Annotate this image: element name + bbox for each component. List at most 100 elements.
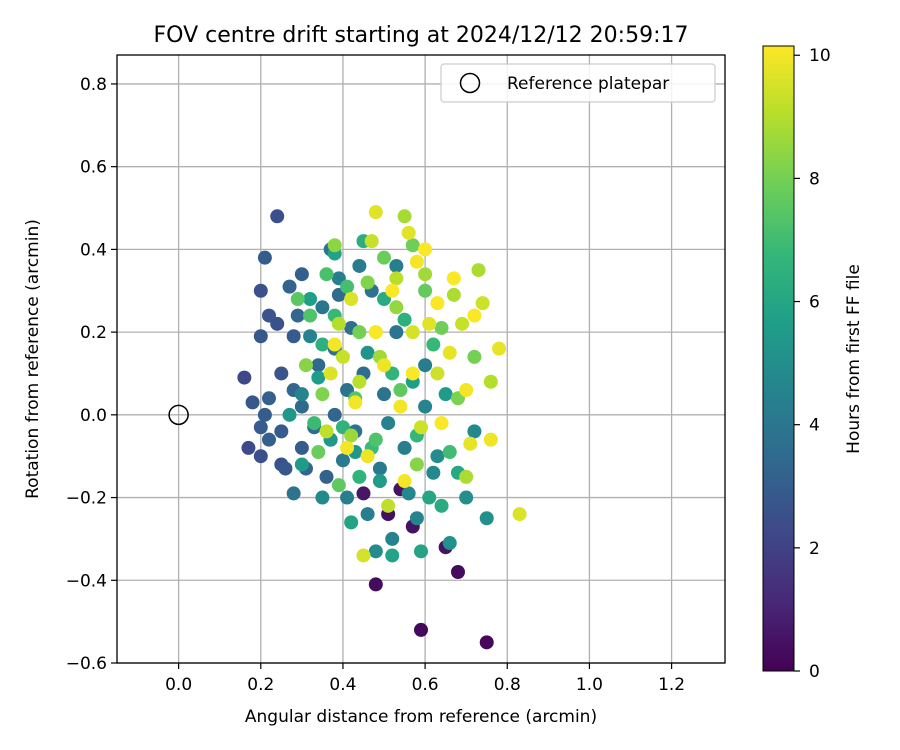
data-point: [372, 461, 387, 476]
chart-title: FOV centre drift starting at 2024/12/12 …: [154, 23, 689, 48]
data-point: [430, 296, 445, 311]
data-point: [303, 292, 318, 307]
data-point: [389, 271, 404, 286]
data-point: [393, 399, 408, 414]
data-point: [257, 407, 272, 422]
data-point: [389, 325, 404, 340]
data-point: [315, 387, 330, 402]
data-point: [377, 387, 392, 402]
data-point: [323, 366, 338, 381]
data-point: [315, 490, 330, 505]
colorbar-tick-label: 8: [809, 169, 820, 189]
data-point: [298, 358, 313, 373]
data-point: [368, 432, 383, 447]
data-point: [360, 275, 375, 290]
legend: Reference platepar: [440, 63, 716, 103]
data-point: [253, 283, 268, 298]
data-point: [422, 316, 437, 331]
data-point: [368, 205, 383, 220]
data-point: [389, 258, 404, 273]
data-point: [483, 432, 498, 447]
data-point: [352, 325, 367, 340]
data-point: [434, 498, 449, 513]
y-tick-label: 0.8: [80, 75, 107, 95]
colorbar-ticks: 0 2 4 6 8 10: [794, 46, 831, 682]
colorbar-gradient: [762, 45, 795, 672]
y-tick-label: 0.4: [80, 240, 107, 260]
data-point: [344, 515, 359, 530]
data-point: [414, 622, 428, 637]
legend-open-circle-icon: [459, 72, 481, 94]
data-point: [442, 445, 457, 460]
data-point: [331, 316, 346, 331]
data-point: [450, 565, 465, 580]
data-point: [257, 250, 272, 265]
data-point: [360, 507, 375, 522]
legend-box: [440, 63, 716, 103]
data-point: [364, 234, 379, 249]
data-point: [397, 474, 412, 489]
data-point: [315, 337, 330, 352]
data-point: [311, 358, 326, 373]
colorbar-tick-label: 10: [809, 46, 831, 66]
x-tick-label: 0.4: [329, 675, 356, 695]
data-point: [479, 511, 494, 526]
data-point: [340, 279, 355, 294]
plot-area: [117, 55, 725, 663]
data-point: [401, 225, 416, 240]
y-axis-label: Rotation from reference (arcmin): [23, 219, 43, 499]
colorbar: 0 2 4 6 8 10 Hours from first FF file: [762, 45, 864, 682]
plot-frame: [116, 54, 726, 664]
data-point: [409, 457, 424, 472]
data-point: [327, 238, 342, 253]
data-point: [340, 490, 355, 505]
data-point: [262, 391, 276, 406]
data-point: [434, 320, 449, 335]
data-point: [352, 374, 367, 389]
y-tick-label: 0.2: [80, 323, 107, 343]
colorbar-tick-label: 2: [809, 539, 820, 559]
data-point: [397, 312, 412, 327]
x-tick-label: 0.2: [247, 675, 274, 695]
data-point: [270, 316, 285, 331]
data-point: [327, 337, 342, 352]
data-point: [352, 258, 367, 273]
data-point: [303, 329, 318, 344]
data-point: [467, 308, 482, 323]
data-point: [331, 478, 346, 493]
data-point: [241, 440, 256, 455]
data-point: [286, 329, 301, 344]
data-point: [360, 345, 375, 360]
legend-label: Reference platepar: [507, 74, 669, 94]
data-point: [356, 486, 371, 501]
data-point: [344, 292, 359, 307]
data-point: [479, 635, 494, 650]
data-point: [307, 416, 322, 431]
data-point: [405, 325, 420, 340]
data-point: [418, 283, 433, 298]
data-point: [319, 469, 334, 484]
data-point: [368, 544, 383, 559]
x-tick-label: 1.2: [658, 675, 685, 695]
data-point: [253, 420, 268, 435]
data-point: [471, 263, 486, 278]
data-point: [401, 486, 416, 501]
data-point: [311, 370, 326, 385]
x-tick-label: 0.8: [494, 675, 521, 695]
data-point: [385, 548, 400, 563]
data-point: [414, 544, 428, 559]
x-axis-label: Angular distance from reference (arcmin): [245, 707, 597, 727]
data-point: [245, 395, 260, 410]
data-point: [327, 407, 342, 422]
data-point: [335, 453, 350, 468]
data-point: [319, 267, 334, 282]
data-point: [455, 316, 470, 331]
data-point: [418, 267, 433, 282]
data-point: [282, 279, 297, 294]
colorbar-tick-label: 0: [809, 662, 820, 682]
data-point: [344, 428, 359, 443]
data-point: [430, 449, 445, 464]
y-tick-label: 0.0: [80, 406, 107, 426]
data-point: [360, 449, 375, 464]
